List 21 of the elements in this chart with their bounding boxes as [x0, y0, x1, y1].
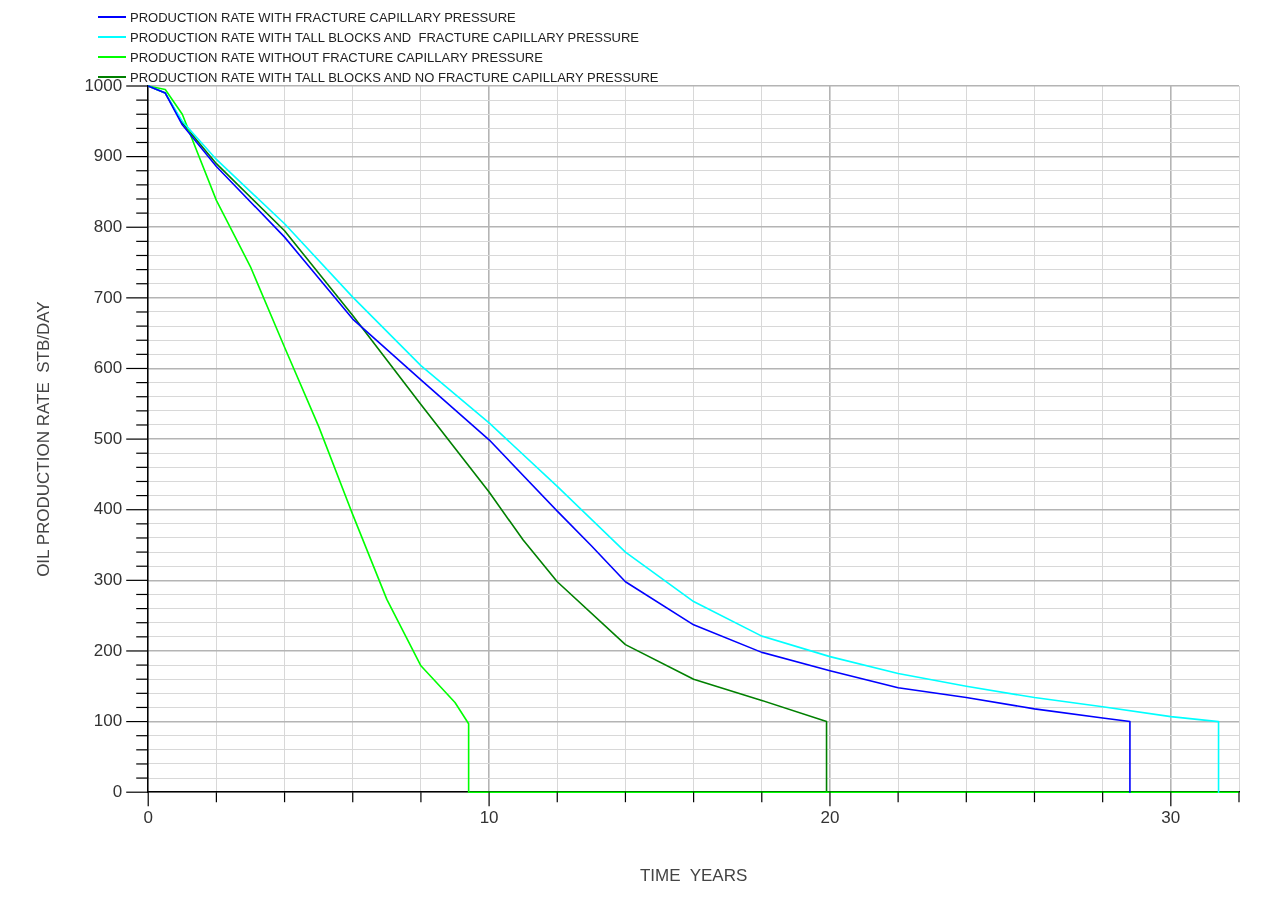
legend-label: PRODUCTION RATE WITHOUT FRACTURE CAPILLARY PRESSURE [130, 49, 543, 65]
y-tick-label: 800 [93, 216, 123, 236]
y-tick-label: 100 [93, 711, 123, 731]
y-tick-label: 700 [93, 287, 123, 307]
y-tick-label: 1000 [84, 75, 123, 95]
y-tick-label: 600 [93, 358, 123, 378]
legend-label: PRODUCTION RATE WITH TALL BLOCKS AND FRACTURE CAPILLARY PRESSURE [130, 29, 640, 45]
y-tick-label: 900 [93, 146, 123, 166]
y-tick-label: 0 [112, 781, 123, 801]
x-tick-label: 0 [143, 808, 153, 828]
y-tick-label: 500 [93, 428, 123, 448]
y-tick-label: 200 [93, 640, 123, 660]
y-tick-label: 300 [93, 570, 123, 590]
x-tick-label: 10 [479, 808, 499, 828]
legend-label: PRODUCTION RATE WITH TALL BLOCKS AND NO FRACTURE CAPILLARY PRESSURE [130, 69, 659, 85]
x-tick-label: 30 [1161, 808, 1181, 828]
legend-label: PRODUCTION RATE WITH FRACTURE CAPILLARY PRESSURE [130, 9, 516, 25]
x-tick-label: 20 [820, 808, 840, 828]
y-axis-title: OIL PRODUCTION RATE STB/DAY [33, 301, 53, 577]
y-tick-label: 400 [93, 499, 123, 519]
x-axis-title: TIME YEARS [639, 866, 748, 886]
